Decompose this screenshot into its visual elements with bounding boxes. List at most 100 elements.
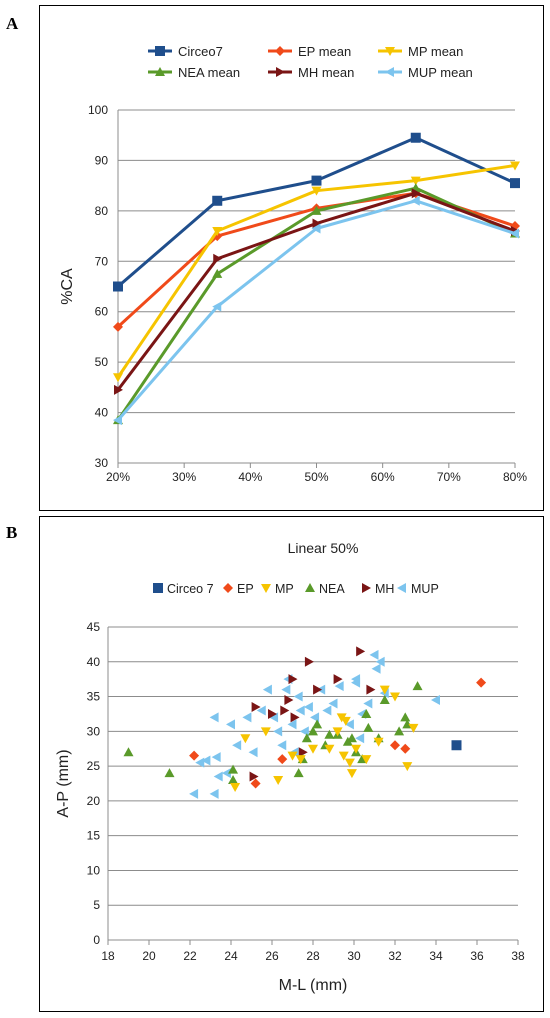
point-nea-mean bbox=[311, 205, 322, 215]
point-mp bbox=[373, 737, 384, 747]
point-mup bbox=[375, 656, 385, 667]
point-mup bbox=[281, 684, 291, 695]
point-ep-mean bbox=[113, 321, 123, 332]
legend-item-circeo-7: Circeo 7 bbox=[153, 582, 214, 596]
point-mp-mean bbox=[311, 186, 322, 196]
panel-b-label: B bbox=[6, 523, 18, 542]
legend-label: Circeo7 bbox=[178, 44, 223, 59]
y-tick-label: 45 bbox=[87, 620, 101, 634]
legend-item-mup: MUP bbox=[397, 582, 439, 596]
point-mh-mean bbox=[213, 253, 223, 264]
x-tick-label: 24 bbox=[224, 949, 238, 963]
y-tick-label: 100 bbox=[88, 103, 108, 117]
point-mup bbox=[334, 681, 344, 692]
point-mp-mean bbox=[410, 176, 421, 186]
point-mh bbox=[356, 646, 366, 657]
y-axis-title: A-P (mm) bbox=[55, 749, 72, 817]
point-mup bbox=[293, 691, 303, 702]
point-nea bbox=[379, 695, 390, 705]
point-mup bbox=[355, 733, 365, 744]
point-nea-mean bbox=[212, 268, 223, 278]
point-ep bbox=[400, 743, 411, 754]
legend-item-circeo7: Circeo7 bbox=[148, 44, 223, 59]
legend-swatch-marker bbox=[385, 67, 394, 77]
point-nea bbox=[164, 768, 175, 778]
legend-item-nea: NEA bbox=[305, 582, 345, 596]
point-mup-mean bbox=[410, 195, 420, 206]
point-mp bbox=[361, 755, 372, 765]
point-mup bbox=[273, 726, 283, 737]
point-circeo-7 bbox=[451, 740, 462, 751]
point-mup bbox=[287, 719, 297, 730]
point-nea bbox=[228, 764, 239, 774]
point-mup bbox=[248, 747, 258, 758]
legend-label: EP bbox=[237, 582, 254, 596]
point-mh bbox=[366, 684, 376, 695]
point-mup bbox=[256, 705, 266, 716]
point-mh bbox=[298, 747, 308, 758]
point-mp bbox=[230, 782, 241, 792]
y-tick-label: 40 bbox=[95, 406, 109, 420]
x-tick-label: 20% bbox=[106, 470, 130, 484]
point-nea bbox=[361, 708, 372, 718]
point-ep bbox=[189, 750, 200, 761]
point-ep bbox=[390, 740, 400, 751]
point-mup bbox=[213, 771, 223, 782]
y-tick-label: 90 bbox=[95, 153, 109, 167]
point-mup bbox=[269, 712, 279, 723]
point-mh bbox=[251, 701, 261, 712]
x-tick-label: 70% bbox=[437, 470, 461, 484]
legend-swatch-marker bbox=[276, 67, 285, 77]
y-tick-label: 10 bbox=[87, 863, 101, 877]
legend-item-mp: MP bbox=[261, 582, 294, 596]
point-mup bbox=[328, 698, 338, 709]
point-nea bbox=[293, 768, 304, 778]
panel-a-label: A bbox=[6, 14, 19, 33]
point-mp bbox=[390, 692, 400, 702]
chart-b-frame: Linear 50% 0 5 10 15 20 25 30 35 40 45 18 20 22 24 26 28… bbox=[39, 516, 544, 1012]
point-ep bbox=[277, 754, 288, 765]
legend-swatch-marker bbox=[397, 583, 406, 593]
legend-item-nea-mean: NEA mean bbox=[148, 65, 240, 80]
point-mh bbox=[284, 695, 294, 706]
point-mp bbox=[332, 727, 343, 737]
legend-item-ep: EP bbox=[223, 582, 254, 596]
point-mp bbox=[338, 751, 349, 761]
point-mup bbox=[189, 788, 199, 799]
legend-swatch-marker bbox=[385, 47, 395, 56]
legend-swatch-marker bbox=[261, 584, 271, 593]
point-mh bbox=[280, 705, 290, 716]
point-mup bbox=[371, 663, 381, 674]
point-nea bbox=[228, 775, 239, 785]
legend-label: MUP bbox=[411, 582, 439, 596]
legend-swatch-marker bbox=[155, 46, 165, 56]
point-mup-mean bbox=[212, 301, 222, 312]
point-mh bbox=[313, 684, 323, 695]
y-axis-title: %CA bbox=[59, 268, 76, 305]
point-mp bbox=[240, 734, 251, 744]
point-nea bbox=[412, 681, 423, 691]
point-mup bbox=[322, 705, 332, 716]
y-tick-label: 30 bbox=[95, 456, 109, 470]
point-nea bbox=[308, 726, 318, 736]
point-mup bbox=[369, 649, 379, 660]
point-mh-mean bbox=[114, 384, 123, 395]
point-circeo7 bbox=[510, 178, 520, 189]
point-nea bbox=[394, 726, 405, 736]
point-circeo7 bbox=[113, 281, 123, 292]
point-nea bbox=[312, 719, 323, 729]
legend-item-mh-mean: MH mean bbox=[268, 65, 354, 80]
x-tick-label: 34 bbox=[429, 949, 443, 963]
point-nea bbox=[123, 747, 134, 757]
point-mp bbox=[379, 685, 390, 695]
y-tick-label: 60 bbox=[95, 305, 109, 319]
point-mp bbox=[344, 758, 355, 768]
x-tick-label: 28 bbox=[306, 949, 320, 963]
legend-item-ep-mean: EP mean bbox=[268, 44, 351, 59]
point-mh bbox=[333, 674, 343, 685]
legend-label: NEA mean bbox=[178, 65, 240, 80]
x-tick-label: 22 bbox=[183, 949, 197, 963]
point-mh-mean bbox=[411, 188, 421, 199]
point-mup bbox=[363, 698, 373, 709]
point-mup bbox=[295, 705, 305, 716]
